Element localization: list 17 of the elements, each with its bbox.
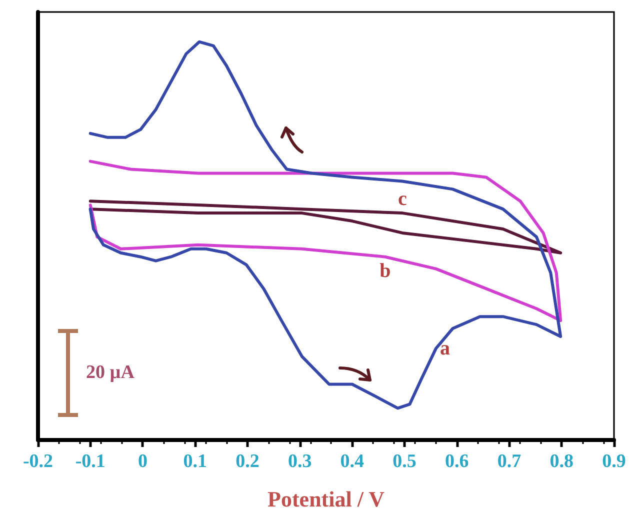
x-tick-label: 0.6	[445, 451, 469, 472]
series-label: a	[440, 337, 450, 360]
x-tick-label: 0.2	[236, 451, 260, 472]
series-label: b	[380, 260, 391, 282]
x-tick-label: 0.4	[340, 451, 365, 472]
x-tick-label: 0.9	[602, 451, 626, 472]
x-tick-label: 0	[138, 451, 148, 472]
x-tick-label: -0.1	[75, 451, 106, 472]
x-tick-label: 0.8	[550, 451, 574, 472]
x-tick-label: 0.7	[497, 451, 522, 472]
x-tick-label: 0.3	[288, 451, 312, 472]
annotation: 20 µA	[86, 362, 134, 384]
x-tick-label: -0.2	[22, 451, 54, 472]
series-label: c	[398, 188, 408, 210]
x-tick-label: 0.1	[183, 451, 207, 472]
x-axis-title: Potential / V	[268, 486, 385, 512]
x-tick-label: 0.5	[392, 451, 416, 472]
